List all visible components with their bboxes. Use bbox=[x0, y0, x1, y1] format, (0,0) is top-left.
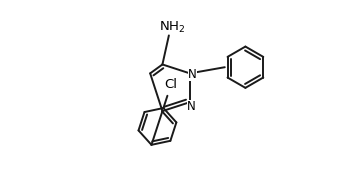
Text: NH$_2$: NH$_2$ bbox=[159, 20, 185, 35]
Text: N: N bbox=[187, 100, 196, 112]
Text: N: N bbox=[188, 68, 197, 81]
Text: Cl: Cl bbox=[165, 78, 177, 91]
